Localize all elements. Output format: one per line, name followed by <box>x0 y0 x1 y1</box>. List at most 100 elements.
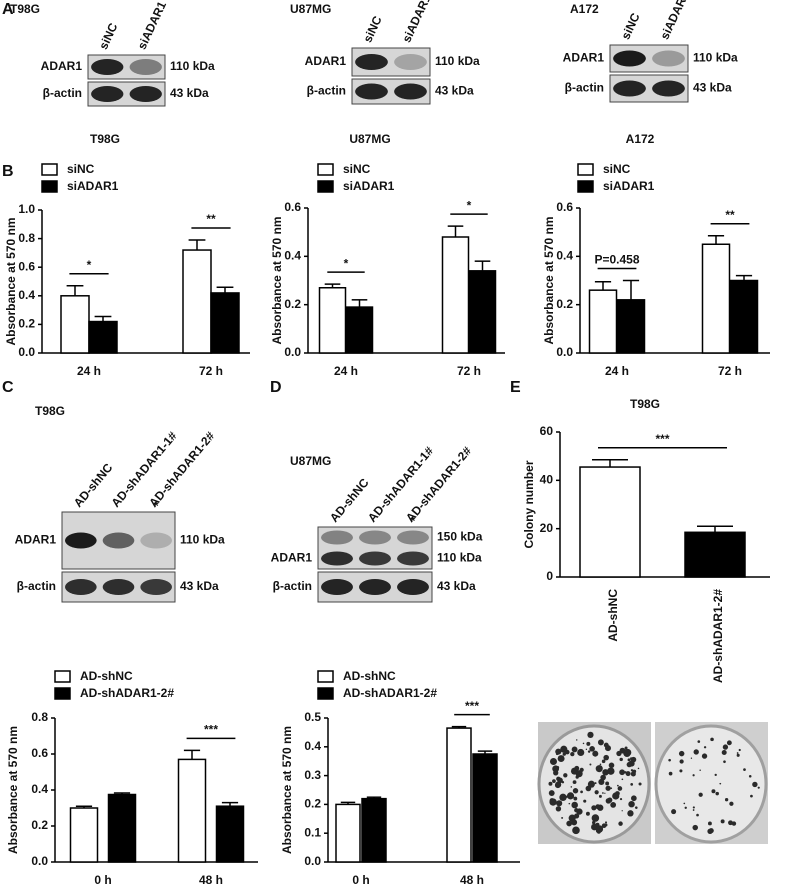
panel-label: E <box>510 379 521 396</box>
band <box>613 50 646 67</box>
panel-label: A <box>2 1 14 18</box>
panel-label: C <box>2 379 14 396</box>
colony <box>627 810 634 817</box>
significance-label: * <box>87 258 92 272</box>
band <box>140 579 172 595</box>
colony <box>707 828 713 834</box>
band <box>394 54 427 70</box>
colony <box>721 749 727 755</box>
colony <box>583 799 587 803</box>
colony <box>598 794 602 798</box>
colony <box>692 774 695 777</box>
legend-swatch <box>41 180 58 193</box>
bar <box>361 797 387 863</box>
row-label: β-actin <box>307 84 346 98</box>
y-tick-label: 0.4 <box>31 782 48 796</box>
colony <box>683 802 686 805</box>
legend-label: AD-shNC <box>343 669 396 683</box>
colony <box>699 769 701 771</box>
colony <box>701 753 708 759</box>
bar <box>588 289 618 354</box>
colony <box>743 768 746 771</box>
colony <box>696 813 699 817</box>
colony <box>638 782 642 786</box>
colony <box>720 819 725 824</box>
colony <box>715 791 719 796</box>
band-size: 43 kDa <box>180 579 219 593</box>
band-size: 110 kDa <box>170 59 215 73</box>
y-axis-label: Colony number <box>522 460 536 548</box>
colony <box>703 746 707 749</box>
x-tick-label: 48 h <box>199 873 223 887</box>
bar <box>318 287 347 354</box>
colony <box>556 776 561 782</box>
bar <box>88 320 118 354</box>
colony <box>572 826 580 835</box>
x-tick-label: 24 h <box>77 364 101 378</box>
lane-label: siNC <box>618 11 642 42</box>
y-tick-label: 20 <box>540 521 554 535</box>
legend-label: siADAR1 <box>603 179 655 193</box>
colony <box>722 744 729 750</box>
x-tick-label: 24 h <box>334 364 358 378</box>
colony <box>555 748 562 755</box>
bar <box>60 295 90 354</box>
colony <box>580 790 583 794</box>
colony <box>598 778 605 785</box>
y-axis-label: Absorbance at 570 nm <box>270 216 284 344</box>
lane-label: siADAR1 <box>399 0 434 45</box>
y-tick-label: 60 <box>540 424 554 438</box>
panel-label: D <box>270 379 282 396</box>
colony <box>576 739 578 741</box>
y-tick-label: 0.1 <box>304 825 321 839</box>
band <box>355 83 388 100</box>
bar <box>441 236 470 354</box>
band <box>397 530 429 545</box>
band <box>102 532 135 549</box>
y-tick-label: 0.4 <box>304 739 321 753</box>
legend-label: AD-shNC <box>80 669 133 683</box>
bar <box>210 292 240 354</box>
legend-label: siADAR1 <box>67 179 119 193</box>
legend-swatch <box>317 670 334 683</box>
y-tick-label: 1.0 <box>18 202 35 216</box>
colony <box>630 757 633 760</box>
colony <box>684 806 687 809</box>
colony <box>757 786 760 789</box>
colony <box>597 804 604 811</box>
y-tick-label: 0.8 <box>31 710 48 724</box>
bar <box>468 270 497 354</box>
colony <box>594 782 597 785</box>
colony <box>594 790 599 795</box>
significance-label: ** <box>206 212 216 226</box>
colony <box>600 774 606 781</box>
y-axis-label: Absorbance at 570 nm <box>280 726 294 854</box>
colony <box>555 806 562 812</box>
colony <box>692 806 695 809</box>
colony <box>752 781 758 788</box>
colony <box>566 820 573 827</box>
bar <box>446 727 472 863</box>
y-tick-label: 0.4 <box>284 249 301 263</box>
chart-title: T98G <box>630 397 660 411</box>
x-tick-label: 72 h <box>199 364 223 378</box>
band <box>359 530 391 545</box>
band <box>321 551 353 566</box>
colony <box>625 771 631 777</box>
colony <box>562 749 566 753</box>
colony <box>589 745 595 752</box>
colony <box>692 809 695 811</box>
bar <box>684 531 746 578</box>
band <box>397 551 429 566</box>
colony <box>630 783 634 786</box>
colony <box>707 821 712 826</box>
colony <box>585 811 590 816</box>
colony <box>574 813 580 819</box>
colony <box>610 802 617 808</box>
panel-label: B <box>2 163 14 180</box>
lane-label: AD-shNC <box>327 475 372 525</box>
colony <box>698 792 703 797</box>
colony <box>568 802 571 805</box>
y-tick-label: 0.8 <box>18 231 35 245</box>
band-size: 43 kDa <box>693 81 732 95</box>
